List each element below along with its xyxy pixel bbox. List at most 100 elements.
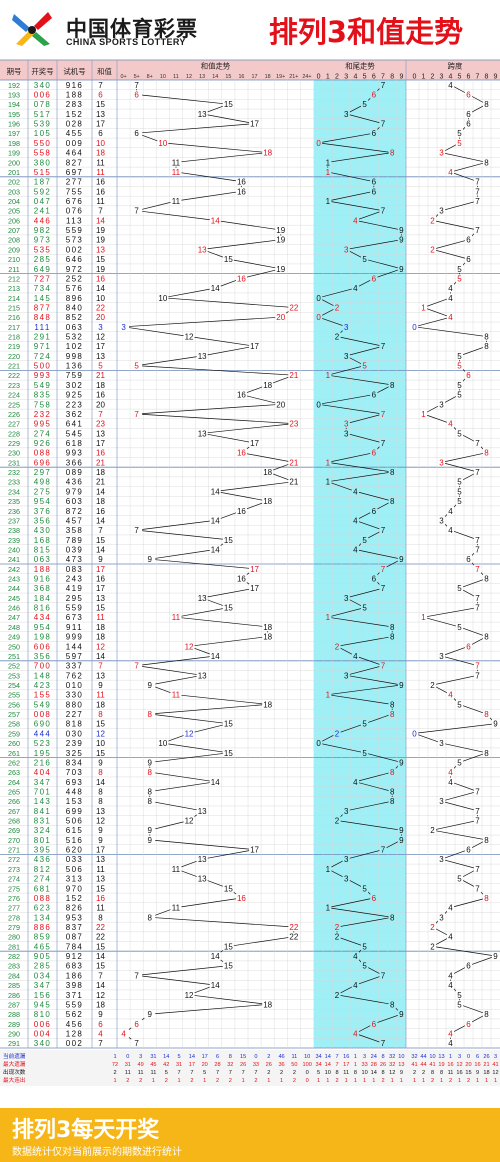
issue-number: 246 [8, 604, 20, 613]
tail-point-bg [397, 1009, 405, 1019]
tail-point-bg [342, 671, 350, 680]
tail-point: 5 [362, 962, 367, 971]
span-point-bg [455, 874, 464, 883]
issue-number: 260 [8, 739, 20, 748]
tail-point-bg [351, 216, 359, 225]
tail-point: 4 [353, 652, 358, 661]
header-tail-trend: 和尾走势 [345, 62, 375, 71]
footer-title: 排列3每天开奖 [12, 1118, 160, 1143]
sum-value: 7 [98, 81, 103, 90]
tail-point: 7 [381, 81, 386, 90]
test-number: 302 [66, 381, 84, 390]
sum-value: 18 [96, 381, 105, 390]
sum-value: 8 [98, 797, 103, 806]
tail-point-bg [342, 874, 350, 883]
sum-value: 16 [96, 274, 105, 283]
tail-point: 3 [344, 429, 349, 438]
stat-sum-value: 2 [229, 1078, 232, 1084]
issue-number: 275 [8, 884, 20, 893]
tail-point-bg [379, 525, 387, 535]
stat-label: 最大连出 [3, 1076, 25, 1084]
sum-point: 7 [134, 662, 139, 671]
sum-value: 18 [96, 468, 105, 477]
header-span: 跨度 [448, 62, 463, 71]
sum-point-bg [131, 1019, 143, 1028]
issue-number: 206 [8, 216, 20, 225]
span-point-bg [473, 225, 482, 235]
sum-point-bg [170, 196, 182, 206]
span-point: 3 [439, 400, 444, 409]
sum-point-bg [209, 777, 221, 786]
test-number: 313 [66, 875, 84, 884]
issue-number: 195 [8, 110, 20, 119]
sum-point-bg [196, 855, 208, 864]
sum-point: 16 [237, 507, 246, 516]
tail-point: 7 [381, 439, 386, 448]
sum-point-bg [222, 719, 234, 728]
test-number: 618 [66, 439, 84, 448]
sum-point-bg [235, 574, 247, 583]
span-point-bg [428, 942, 437, 951]
span-digit-label: 7 [476, 74, 480, 81]
tail-digit-label: 3 [344, 74, 348, 81]
span-point: 6 [466, 846, 471, 855]
tail-point-bg [361, 719, 369, 728]
draw-number: 006 [34, 91, 52, 100]
sum-point: 4 [121, 1029, 126, 1038]
stat-sum-value: 31 [150, 1054, 156, 1060]
test-number: 252 [66, 274, 84, 283]
span-point: 3 [439, 458, 444, 467]
stat-tail-value: 1 [354, 1062, 357, 1068]
test-number: 872 [66, 507, 84, 516]
draw-number: 517 [34, 110, 52, 119]
sum-point-bg [131, 206, 143, 215]
tail-point-bg [379, 584, 387, 593]
span-point: 9 [493, 952, 498, 961]
sum-point-bg [144, 680, 156, 690]
tail-point-bg [315, 138, 323, 148]
stat-tail-value: 12 [389, 1070, 395, 1076]
stat-span-value: 18 [483, 1070, 489, 1076]
tail-point: 6 [372, 894, 377, 903]
test-number: 562 [66, 1010, 84, 1019]
issue-number: 287 [8, 1000, 20, 1009]
sum-point: 7 [134, 526, 139, 535]
stat-span-value: 21 [483, 1062, 489, 1068]
stat-sum-value: 10 [304, 1054, 310, 1060]
sum-point: 19 [276, 236, 285, 245]
sum-point-bg [131, 1038, 143, 1048]
span-point: 8 [484, 100, 489, 109]
span-point: 4 [448, 981, 453, 990]
test-number: 436 [66, 478, 84, 487]
sum-point: 8 [148, 768, 153, 777]
tail-point: 3 [344, 807, 349, 816]
sum-point-bg [249, 342, 261, 351]
draw-number: 188 [34, 565, 52, 574]
tail-point: 7 [381, 565, 386, 574]
sum-point: 13 [198, 110, 207, 119]
span-point-bg [482, 100, 491, 109]
span-point: 7 [475, 604, 480, 613]
stat-sum-value: 45 [150, 1062, 156, 1068]
span-digit-label: 4 [449, 74, 453, 81]
draw-number: 954 [34, 623, 52, 632]
draw-number: 148 [34, 671, 52, 680]
tail-point-bg [397, 554, 405, 564]
header-sum: 和值 [97, 67, 112, 76]
tail-point-bg [351, 487, 359, 496]
issue-number: 239 [8, 536, 20, 545]
span-point: 8 [484, 575, 489, 584]
tail-point-bg [333, 642, 341, 651]
issue-number: 211 [8, 265, 19, 274]
stat-span-value: 44 [420, 1062, 426, 1068]
sum-point: 22 [289, 303, 298, 312]
stat-span-value: 6 [476, 1054, 479, 1060]
test-number: 153 [66, 797, 84, 806]
issue-number: 270 [8, 836, 20, 845]
issue-number: 229 [8, 439, 20, 448]
sum-point: 9 [148, 758, 153, 767]
tail-point-bg [388, 913, 396, 922]
issue-number: 199 [8, 149, 20, 158]
span-point: 3 [439, 652, 444, 661]
sum-point: 15 [224, 536, 233, 545]
